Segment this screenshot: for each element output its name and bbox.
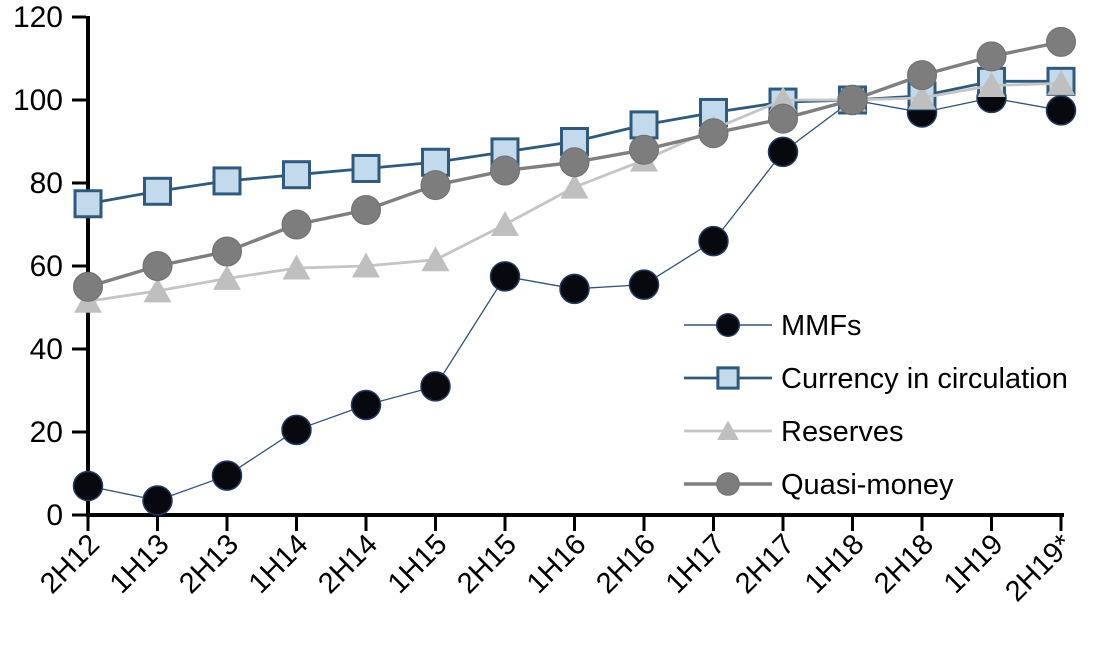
legend-item-currency-in-circulation: Currency in circulation [684, 363, 1068, 395]
reserves-marker [282, 254, 311, 280]
series-mmfs [72, 82, 1077, 516]
quasi-money-marker [716, 472, 740, 496]
x-tick-label: 1H17 [660, 528, 732, 600]
mmfs-marker [715, 312, 741, 338]
x-tick-label: 1H15 [382, 528, 454, 600]
x-tick-label: 2H12 [34, 528, 106, 600]
mmfs-marker [72, 470, 104, 502]
quasi-money-marker [768, 103, 798, 134]
quasi-money-marker [281, 209, 312, 240]
quasi-money-marker [73, 271, 103, 302]
quasi-money-marker [837, 85, 868, 115]
quasi-money-marker [1046, 26, 1076, 57]
reserves-marker [560, 173, 589, 199]
series-quasi-money [73, 26, 1076, 302]
x-tick-label: 2H13 [173, 528, 245, 600]
reserves-marker [717, 420, 739, 440]
y-tick-label: 80 [30, 167, 63, 200]
y-tick-label: 20 [30, 416, 63, 449]
reserves-marker [352, 252, 380, 278]
reserves-marker [421, 246, 450, 272]
legend-label-currency-in-circulation: Currency in circulation [781, 363, 1068, 395]
reserves-marker [769, 86, 797, 112]
quasi-money-marker [142, 251, 173, 281]
mmfs-marker [698, 225, 729, 257]
currency-in-circulation-marker [716, 366, 740, 390]
x-tick-label: 2H15 [451, 528, 523, 600]
y-tick-label: 100 [13, 84, 63, 117]
legend-item-reserves: Reserves [684, 416, 904, 448]
x-tick-label: 2H19* [999, 528, 1079, 608]
legend-label-reserves: Reserves [781, 416, 904, 448]
y-tick-label: 60 [30, 250, 63, 283]
mmfs-marker [281, 414, 312, 446]
legend-label-quasi-money: Quasi-money [781, 469, 954, 501]
reserves-marker [491, 211, 519, 236]
reserves-marker [977, 72, 1006, 97]
x-tick-label: 2H16 [590, 528, 662, 600]
mmfs-marker [628, 269, 660, 300]
y-tick-label: 0 [46, 499, 63, 532]
quasi-money-marker [490, 155, 520, 186]
x-tick-label: 1H14 [243, 528, 315, 600]
y-tick-label: 40 [30, 333, 63, 366]
x-tick-label: 1H13 [104, 528, 176, 600]
currency-in-circulation-marker [73, 189, 103, 219]
quasi-money-marker [559, 147, 590, 178]
reserves-marker [213, 265, 241, 290]
quasi-money-marker [420, 170, 451, 201]
x-tick-label: 2H17 [729, 528, 801, 600]
quasi-money-marker [976, 41, 1007, 72]
mmfs-marker [142, 485, 173, 516]
quasi-money-marker [907, 60, 937, 91]
mmfs-marker [559, 273, 590, 305]
reserves-marker [908, 84, 936, 110]
legend-label-mmfs: MMFs [781, 310, 862, 342]
quasi-money-marker [629, 134, 659, 165]
legend-item-mmfs: MMFs [684, 310, 862, 342]
mmfs-marker [211, 460, 243, 491]
legend-item-quasi-money: Quasi-money [684, 469, 954, 501]
mmfs-marker [489, 261, 521, 292]
currency-in-circulation-marker [282, 160, 311, 190]
quasi-money-marker [351, 194, 381, 225]
mmfs-marker [420, 371, 451, 402]
mmfs-marker [767, 136, 799, 168]
mmfs-marker [350, 389, 382, 421]
quasi-money-marker [212, 236, 242, 267]
currency-in-circulation-marker [143, 176, 172, 206]
currency-in-circulation-marker [351, 153, 381, 183]
reserves-marker [143, 277, 172, 303]
x-tick-label: 1H19 [938, 528, 1010, 600]
currency-in-circulation-marker [212, 166, 242, 196]
quasi-money-marker [698, 118, 729, 149]
mmfs-marker [1045, 95, 1077, 126]
legend: MMFs Currency in circulation Reserves Quasi… [684, 310, 1068, 501]
currency-in-circulation-marker [629, 110, 659, 140]
x-tick-label: 2H14 [312, 528, 384, 600]
reserves-marker [1047, 69, 1075, 95]
y-tick-label: 120 [13, 1, 63, 34]
x-tick-label: 1H18 [799, 528, 871, 600]
x-tick-label: 1H16 [521, 528, 593, 600]
x-tick-label: 2H18 [868, 528, 940, 600]
